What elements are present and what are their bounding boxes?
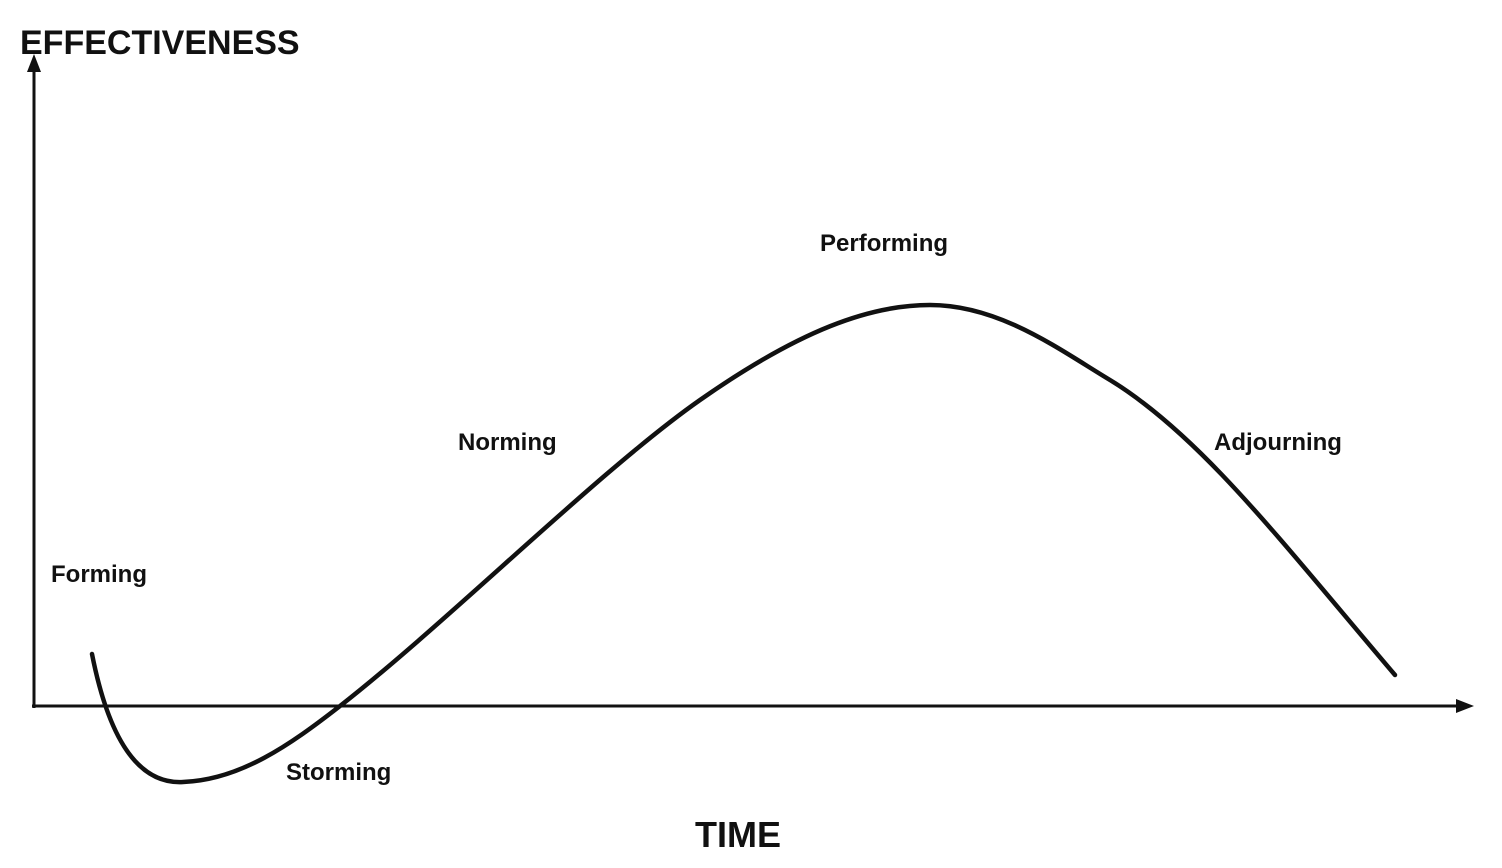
- stage-label: Storming: [286, 759, 391, 786]
- x-axis-label: TIME: [695, 814, 781, 855]
- stage-label: Performing: [820, 230, 948, 257]
- y-axis-label: EFFECTIVENESS: [20, 24, 300, 62]
- stage-label: Norming: [458, 429, 557, 456]
- y-axis-arrow: [27, 54, 41, 72]
- stage-curve: [89, 302, 1398, 785]
- stage-label: Forming: [51, 561, 147, 588]
- stage-label: Adjourning: [1214, 429, 1342, 456]
- x-axis-arrow: [1456, 699, 1474, 713]
